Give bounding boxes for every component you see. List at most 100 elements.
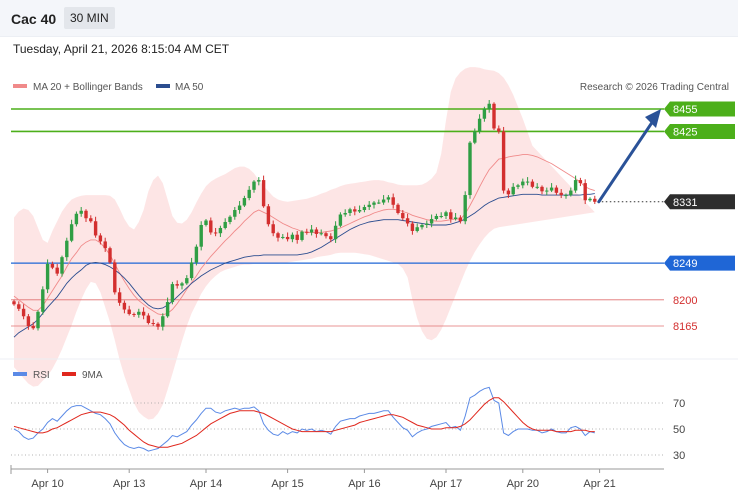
candle bbox=[511, 183, 515, 196]
candle-body bbox=[146, 315, 151, 324]
candle-body bbox=[103, 241, 107, 249]
candle bbox=[516, 183, 520, 190]
candle-body bbox=[185, 278, 189, 284]
candle bbox=[444, 210, 448, 219]
candle-body bbox=[353, 209, 357, 212]
candle bbox=[79, 207, 83, 217]
candle bbox=[137, 308, 141, 318]
candle-body bbox=[314, 229, 319, 234]
candle bbox=[180, 281, 184, 290]
candle-body bbox=[36, 311, 40, 329]
candle-body bbox=[583, 183, 587, 201]
candle-body bbox=[535, 186, 539, 188]
candle bbox=[295, 230, 299, 244]
x-tick-label: Apr 20 bbox=[507, 478, 539, 490]
candle-body bbox=[223, 221, 227, 228]
candle-body bbox=[357, 210, 362, 212]
candle bbox=[453, 213, 458, 221]
candle bbox=[113, 259, 117, 295]
x-tick-label: Apr 10 bbox=[31, 478, 63, 490]
candle-body bbox=[175, 284, 179, 286]
candle-body bbox=[319, 233, 323, 235]
x-tick-label: Apr 14 bbox=[190, 478, 222, 490]
candle bbox=[324, 231, 328, 239]
level-badge-8331 bbox=[664, 194, 735, 210]
candle bbox=[439, 212, 443, 219]
candle bbox=[314, 227, 319, 238]
datetime-label: Tuesday, April 21, 2026 8:15:04 AM CET bbox=[13, 42, 230, 56]
candle-body bbox=[497, 128, 501, 132]
candle bbox=[132, 312, 136, 318]
candle-body bbox=[12, 301, 16, 305]
candle-body bbox=[165, 302, 170, 317]
candle bbox=[55, 263, 59, 276]
candle bbox=[261, 175, 266, 208]
candle-body bbox=[410, 223, 415, 231]
candle bbox=[271, 220, 275, 237]
candle bbox=[276, 231, 280, 242]
candle-body bbox=[338, 214, 343, 226]
timeframe-button[interactable]: 30 MIN bbox=[64, 7, 115, 29]
candle-body bbox=[233, 210, 237, 217]
candle-body bbox=[530, 181, 535, 187]
x-tick-label: Apr 15 bbox=[271, 478, 303, 490]
candle-body bbox=[247, 189, 251, 199]
candle-body bbox=[439, 216, 443, 218]
candle bbox=[257, 177, 261, 186]
candle bbox=[122, 300, 127, 314]
x-axis: Apr 10 Apr 13 Apr 14 Apr 15 Apr 16 Apr 17 Apr … bbox=[10, 465, 664, 490]
candle-body bbox=[285, 236, 290, 240]
candle bbox=[161, 313, 165, 331]
chart-header: Cac 40 30 MIN bbox=[0, 0, 738, 37]
candle bbox=[141, 307, 146, 320]
candle-body bbox=[492, 103, 496, 129]
candle-body bbox=[305, 231, 309, 233]
candle bbox=[343, 209, 347, 217]
candle bbox=[578, 177, 583, 187]
candle bbox=[367, 201, 371, 211]
candle-body bbox=[141, 311, 146, 316]
candle bbox=[228, 215, 232, 225]
candle bbox=[12, 299, 16, 306]
rsi-lines bbox=[13, 386, 595, 452]
x-tick-label: Apr 21 bbox=[583, 478, 615, 490]
candle bbox=[492, 102, 496, 130]
candle bbox=[281, 233, 285, 240]
candle bbox=[41, 286, 45, 315]
forecast-arrow-head bbox=[645, 109, 661, 128]
candle-body bbox=[300, 231, 304, 240]
candle-body bbox=[74, 213, 79, 225]
candle bbox=[300, 230, 304, 242]
candle-body bbox=[156, 323, 160, 327]
candle-body bbox=[161, 316, 165, 327]
candle bbox=[501, 126, 506, 194]
candle-body bbox=[79, 210, 83, 214]
candle-body bbox=[17, 304, 21, 309]
candle bbox=[127, 305, 131, 316]
candle-body bbox=[425, 223, 429, 225]
ma20-legend-swatch bbox=[13, 84, 27, 88]
candle-body bbox=[98, 235, 103, 242]
rsi-ma-line bbox=[13, 397, 595, 448]
candle bbox=[266, 204, 271, 227]
candle-body bbox=[593, 198, 597, 202]
candle bbox=[233, 207, 237, 220]
bollinger-band bbox=[14, 67, 595, 420]
candle bbox=[525, 177, 530, 186]
candle-body bbox=[89, 218, 93, 222]
candle bbox=[353, 206, 357, 216]
candle bbox=[535, 183, 539, 190]
candle bbox=[506, 188, 511, 199]
candle bbox=[84, 209, 88, 222]
candle-body bbox=[252, 181, 256, 190]
candle bbox=[199, 221, 203, 251]
candle-body bbox=[415, 227, 419, 231]
candle bbox=[348, 207, 352, 217]
candle bbox=[156, 322, 160, 330]
candle bbox=[377, 199, 381, 205]
candle bbox=[209, 217, 213, 235]
candle-body bbox=[506, 190, 511, 195]
candle bbox=[381, 195, 386, 205]
candle-body bbox=[482, 109, 487, 119]
